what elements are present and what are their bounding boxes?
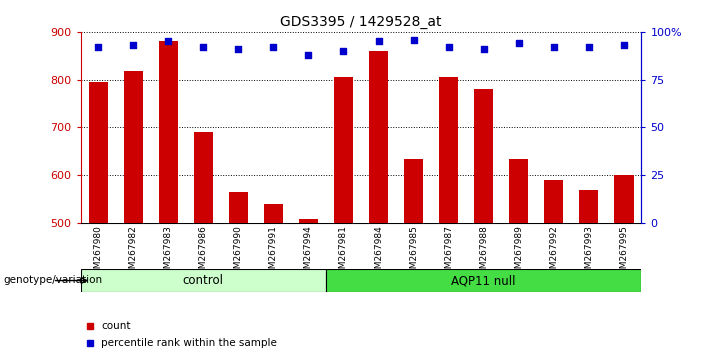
Bar	[326, 269, 641, 292]
Bar	[81, 269, 326, 292]
Text: GSM267991: GSM267991	[269, 225, 278, 280]
Text: genotype/variation: genotype/variation	[4, 275, 102, 285]
Bar	[579, 190, 599, 223]
Bar	[193, 132, 213, 223]
Bar	[334, 77, 353, 223]
Point	[303, 52, 314, 58]
Text: GSM267981: GSM267981	[339, 225, 348, 280]
Text: GSM267983: GSM267983	[164, 225, 172, 280]
Bar	[299, 219, 318, 223]
Text: GSM267992: GSM267992	[550, 225, 558, 280]
Text: control: control	[183, 274, 224, 287]
Point	[443, 44, 454, 50]
Bar	[88, 82, 108, 223]
Text: GSM267985: GSM267985	[409, 225, 418, 280]
Point	[513, 40, 524, 46]
Bar	[474, 89, 494, 223]
Point	[478, 46, 489, 52]
Point	[583, 44, 594, 50]
Text: GSM267980: GSM267980	[94, 225, 102, 280]
Text: GSM267995: GSM267995	[620, 225, 628, 280]
Bar	[439, 77, 458, 223]
Point	[93, 44, 104, 50]
Point	[373, 39, 384, 44]
Text: GSM267982: GSM267982	[129, 225, 137, 280]
Bar	[158, 41, 178, 223]
Text: GSM267986: GSM267986	[199, 225, 207, 280]
Text: AQP11 null: AQP11 null	[451, 274, 516, 287]
Text: GSM267988: GSM267988	[479, 225, 488, 280]
Point	[338, 48, 349, 54]
Text: GSM267987: GSM267987	[444, 225, 453, 280]
Bar	[404, 159, 423, 223]
Point	[268, 44, 279, 50]
Bar	[509, 159, 529, 223]
Bar	[264, 204, 283, 223]
Text: GSM267984: GSM267984	[374, 225, 383, 280]
Bar	[123, 71, 143, 223]
Title: GDS3395 / 1429528_at: GDS3395 / 1429528_at	[280, 16, 442, 29]
Point	[163, 39, 174, 44]
Bar	[614, 175, 634, 223]
Point	[128, 42, 139, 48]
Bar	[544, 180, 564, 223]
Point	[198, 44, 209, 50]
Text: GSM267989: GSM267989	[515, 225, 523, 280]
Point	[233, 46, 244, 52]
Text: count: count	[101, 321, 130, 331]
Text: GSM267993: GSM267993	[585, 225, 593, 280]
Text: GSM267990: GSM267990	[234, 225, 243, 280]
Bar	[369, 51, 388, 223]
Text: GSM267994: GSM267994	[304, 225, 313, 280]
Text: percentile rank within the sample: percentile rank within the sample	[101, 338, 277, 348]
Point	[548, 44, 559, 50]
Point	[618, 42, 629, 48]
Bar	[229, 192, 248, 223]
Point	[408, 37, 419, 42]
